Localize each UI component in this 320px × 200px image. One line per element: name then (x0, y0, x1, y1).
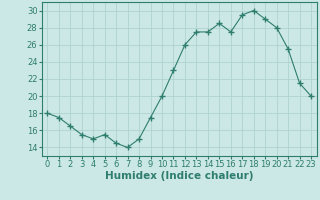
X-axis label: Humidex (Indice chaleur): Humidex (Indice chaleur) (105, 171, 253, 181)
